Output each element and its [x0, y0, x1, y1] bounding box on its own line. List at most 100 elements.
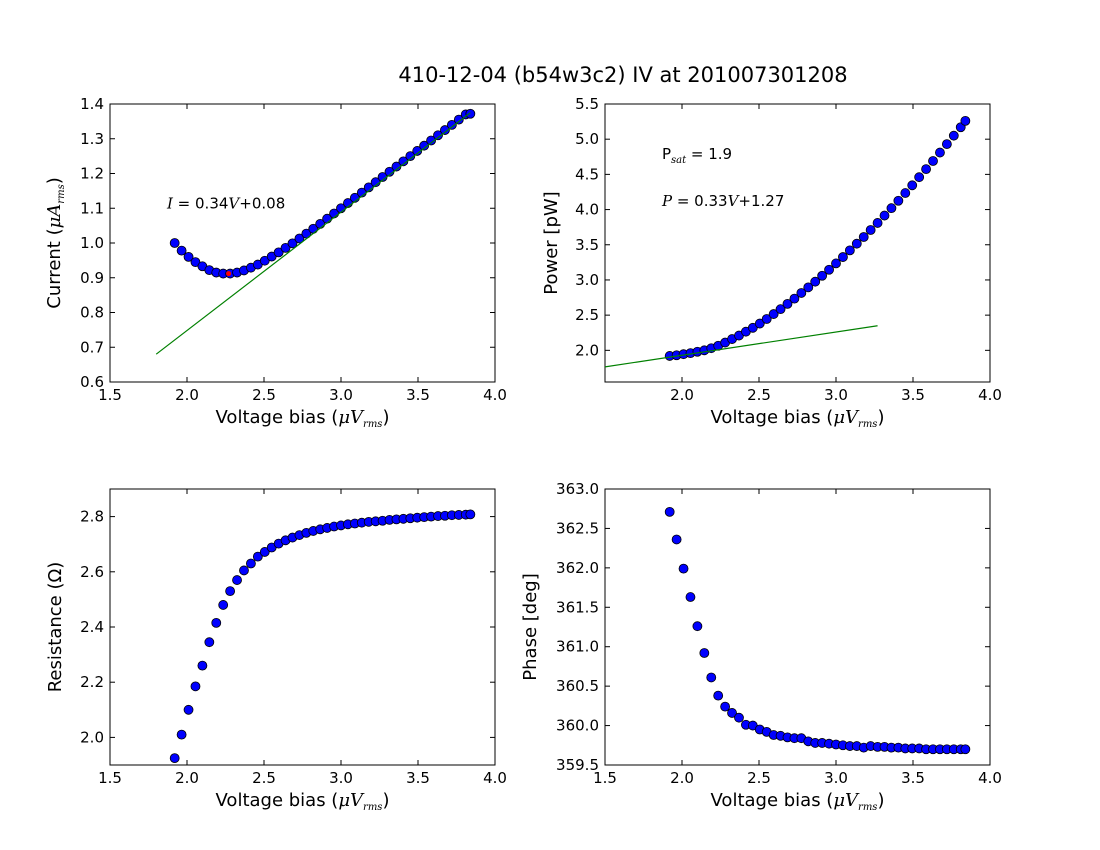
resistance-ytick-label: 2.2: [80, 673, 104, 691]
phase-data-point: [727, 708, 737, 718]
power-data-point: [838, 252, 848, 262]
current-data-point: [426, 135, 436, 146]
power-data-point: [907, 180, 918, 191]
current-highlight-point: [226, 271, 232, 277]
current-axes-frame: [109, 103, 496, 383]
power-data-point: [782, 298, 793, 309]
power-data-point: [872, 218, 883, 228]
power-data-point: [893, 195, 904, 206]
power-data-point: [879, 210, 890, 221]
power-fit-line: [605, 325, 878, 368]
phase-xtick-label: 2.0: [670, 769, 694, 787]
power-data-point: [761, 314, 772, 324]
current-ytick-label: 0.7: [80, 338, 104, 356]
resistance-x-axis-label: Voltage bias (μVrms): [216, 790, 390, 813]
current-data-point: [294, 233, 305, 244]
phase-data-point: [720, 701, 731, 712]
panel-power: 2.0 2.5 3.0 3.5 4.0 2.0 2.5 3.0 3.5 4.0 4.5 5.0 5.5 V…: [541, 95, 1002, 430]
resistance-xtick-label: 4.0: [483, 769, 507, 787]
resistance-data-point: [204, 637, 215, 648]
phase-xtick-label: 1.5: [593, 769, 617, 787]
power-ytick-label: 4.0: [575, 201, 599, 219]
current-ytick-label: 1.2: [80, 165, 104, 183]
resistance-data-point: [169, 753, 180, 763]
current-data-point: [453, 114, 464, 125]
power-data-point: [921, 164, 931, 175]
current-xtick-label: 4.0: [483, 386, 507, 404]
current-fit-line: [155, 112, 471, 355]
resistance-data-point: [246, 558, 256, 569]
current-plot-area: [155, 108, 476, 355]
phase-plot-area: [664, 506, 971, 755]
current-data-point: [465, 108, 476, 119]
current-data-point: [273, 247, 284, 258]
current-data-point: [419, 140, 430, 151]
resistance-ytick-label: 2.8: [80, 508, 104, 526]
power-ytick-label: 2.0: [575, 341, 599, 359]
power-data-point: [900, 188, 911, 198]
power-data-point: [914, 172, 925, 183]
phase-ytick-label: 361.0: [556, 638, 599, 656]
power-ytick-label: 3.5: [575, 236, 599, 254]
current-ytick-label: 1.0: [80, 234, 104, 252]
power-data-point: [803, 282, 814, 293]
current-x-axis-label: Voltage bias (μVrms): [216, 407, 390, 430]
power-xtick-label: 2.0: [670, 386, 694, 404]
power-y-axis-label: Power [pW]: [541, 191, 562, 294]
current-data-point: [280, 242, 291, 253]
resistance-xtick-label: 3.0: [329, 769, 353, 787]
figure-title: 410-12-04 (b54w3c2) IV at 201007301208: [398, 63, 847, 87]
power-data-point: [754, 318, 765, 329]
phase-ytick-label: 363.0: [556, 480, 599, 498]
power-ytick-label: 5.0: [575, 130, 599, 148]
phase-ytick-label: 362.5: [556, 519, 599, 537]
current-ytick-label: 0.6: [80, 373, 104, 391]
phase-xtick-label: 4.0: [978, 769, 1002, 787]
power-data-point: [865, 225, 876, 235]
current-data-point: [169, 238, 180, 248]
phase-xtick-label: 2.5: [747, 769, 771, 787]
current-data-point: [446, 119, 457, 130]
panels: 1.5 2.0 2.5 3.0 3.5 4.0 0.6 0.7 0.8 0.9 1.0 1.1 1.2 1…: [44, 95, 1002, 813]
current-ytick-label: 0.9: [80, 269, 104, 287]
power-xtick-label: 2.5: [747, 386, 771, 404]
resistance-data-point: [190, 681, 201, 692]
power-ytick-label: 4.5: [575, 165, 599, 183]
resistance-data-point: [211, 617, 222, 628]
resistance-data-point: [176, 729, 187, 740]
phase-data-point: [713, 690, 724, 701]
resistance-data-point: [259, 547, 270, 557]
current-data-point: [412, 146, 423, 156]
power-data-point: [851, 238, 862, 249]
current-data-point: [440, 125, 450, 135]
resistance-data-point: [218, 600, 229, 610]
phase-ytick-label: 361.5: [556, 598, 599, 616]
current-data-point: [183, 251, 194, 262]
power-data-point: [941, 139, 952, 150]
current-data-point: [287, 238, 298, 249]
power-data-point: [817, 270, 828, 281]
power-annotation-1: Psat = 1.9: [662, 145, 732, 166]
current-ytick-label: 1.1: [80, 199, 104, 217]
phase-data-point: [699, 648, 710, 658]
power-xtick-label: 4.0: [978, 386, 1002, 404]
current-ytick-label: 1.3: [80, 130, 104, 148]
resistance-data-point: [183, 704, 194, 715]
phase-xtick-label: 3.0: [824, 769, 848, 787]
phase-data-point: [664, 506, 675, 517]
power-plot-area: [605, 115, 971, 368]
power-data-point: [858, 232, 869, 242]
power-data-point: [796, 288, 807, 298]
resistance-xtick-label: 2.0: [175, 769, 199, 787]
phase-y-axis-label: Phase [deg]: [520, 573, 541, 680]
current-xtick-label: 3.5: [406, 386, 430, 404]
power-ytick-label: 2.5: [575, 306, 599, 324]
phase-x-axis-label: Voltage bias (μVrms): [711, 790, 885, 813]
resistance-ytick-label: 2.6: [80, 563, 104, 581]
phase-data-point: [960, 744, 971, 755]
power-data-point: [775, 304, 786, 315]
current-xtick-label: 2.5: [252, 386, 276, 404]
power-x-axis-label: Voltage bias (μVrms): [711, 407, 885, 430]
resistance-xtick-label: 2.5: [252, 769, 276, 787]
